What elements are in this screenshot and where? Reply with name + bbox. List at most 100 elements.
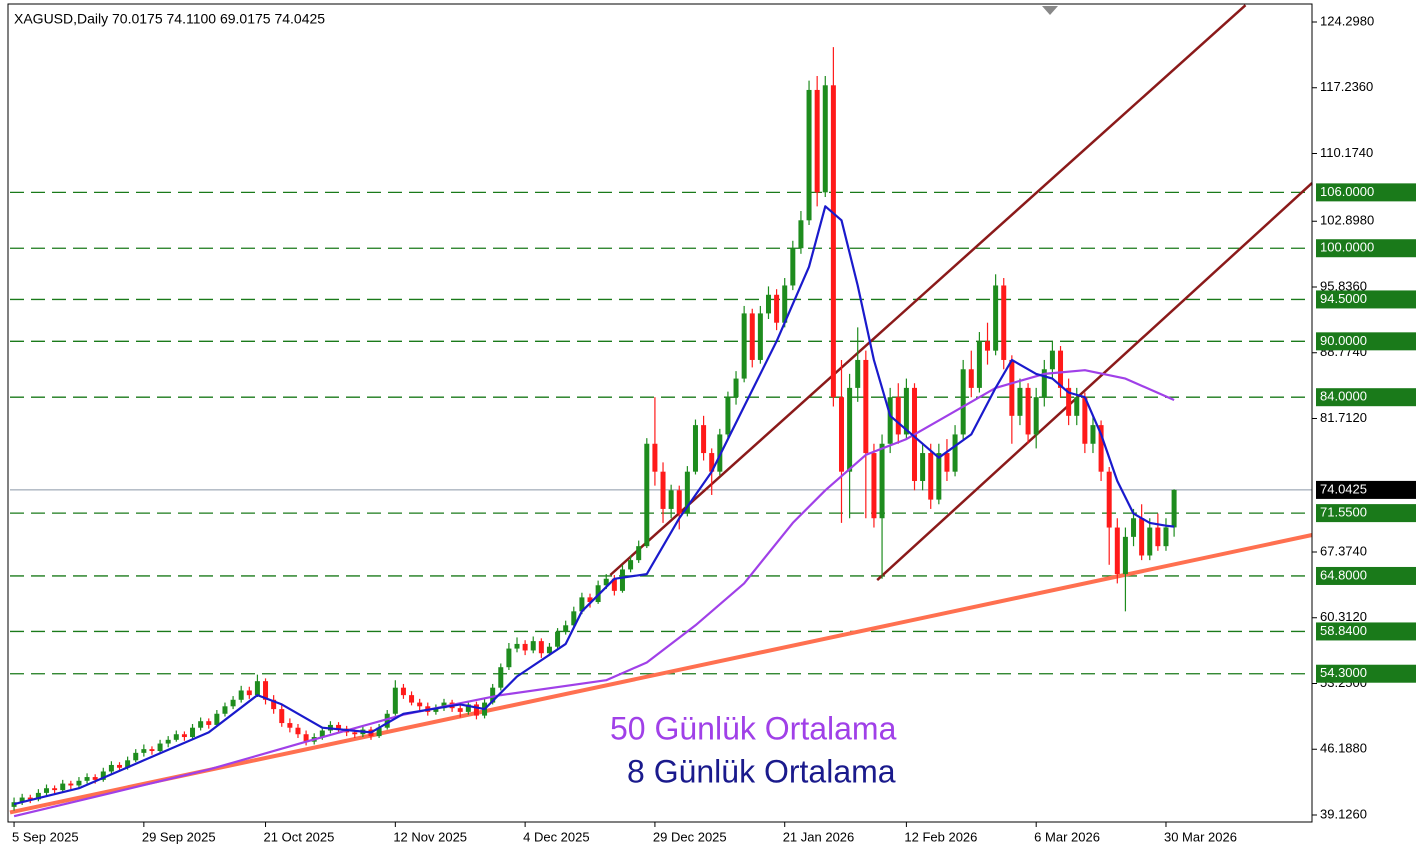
ma8-note: 8 Günlük Ortalama [627, 753, 896, 789]
level-label: 58.8400 [1320, 623, 1367, 638]
candle-body [1058, 350, 1064, 388]
candle-body [352, 732, 358, 735]
candle-body [1041, 369, 1047, 398]
candle-body [579, 597, 585, 612]
candle-body [741, 313, 747, 379]
candle-body [303, 734, 309, 742]
candle-body [295, 727, 301, 735]
candle-body [60, 783, 66, 791]
last-price-label: 74.0425 [1320, 481, 1367, 496]
x-tick-label: 29 Sep 2025 [142, 829, 216, 844]
candle-body [263, 681, 269, 700]
y-tick-label: 39.1260 [1320, 806, 1367, 821]
candle-body [684, 471, 690, 514]
level-label: 71.5500 [1320, 505, 1367, 520]
candle-body [417, 702, 423, 707]
candle-body [1131, 518, 1137, 537]
candle-body [1114, 527, 1120, 575]
candle-body [11, 802, 17, 807]
candle-body [222, 706, 228, 714]
candle-body [1066, 387, 1072, 416]
x-tick-label: 29 Dec 2025 [653, 829, 727, 844]
level-label: 90.0000 [1320, 333, 1367, 348]
candle-body [587, 597, 593, 603]
candle-body [668, 490, 674, 509]
candle-body [506, 648, 512, 668]
candle-body [571, 611, 577, 626]
moving-average [13, 205, 1175, 806]
candle-body [782, 285, 788, 323]
candle-body [701, 425, 707, 454]
level-label-box [1316, 239, 1416, 258]
candle-body [173, 734, 179, 740]
y-tick-label: 102.8980 [1320, 213, 1374, 228]
candle-body [806, 89, 812, 221]
y-tick-label: 60.3120 [1320, 609, 1367, 624]
candle-body [538, 641, 544, 654]
ma50-note: 50 Günlük Ortalama [610, 710, 897, 746]
candle-body [84, 777, 90, 781]
candle-body [944, 453, 950, 472]
x-tick-label: 5 Sep 2025 [12, 829, 79, 844]
candle-body [1147, 527, 1153, 556]
candle-body [514, 643, 520, 649]
x-tick-label: 6 Mar 2026 [1034, 829, 1100, 844]
plot-frame [7, 3, 1313, 823]
candle-body [1082, 397, 1088, 444]
candle-body [555, 631, 561, 647]
candle-body [611, 578, 617, 591]
candle-body [457, 708, 463, 712]
candle-body [44, 788, 50, 793]
candle-body [409, 695, 415, 703]
candle-body [52, 788, 58, 791]
level-label: 64.8000 [1320, 567, 1367, 582]
y-tick-label: 95.8360 [1320, 278, 1367, 293]
candle-body [319, 730, 325, 738]
x-tick-label: 4 Dec 2025 [523, 829, 590, 844]
candle-body [652, 443, 658, 472]
candle-body [473, 704, 479, 716]
candle-body [603, 578, 609, 586]
candle-body [887, 397, 893, 444]
candle-body [976, 341, 982, 388]
level-label-box [1316, 622, 1416, 641]
candle-body [27, 797, 33, 800]
x-tick-label: 12 Nov 2025 [393, 829, 467, 844]
candle-body [757, 313, 763, 360]
candle-body [530, 641, 536, 651]
x-tick-label: 30 Mar 2026 [1164, 829, 1237, 844]
candle-body [100, 771, 106, 780]
candle-body [628, 560, 634, 570]
candle-body [1122, 536, 1128, 575]
candle-body [636, 546, 642, 561]
candle-body [838, 397, 844, 472]
trend-line [9, 533, 1313, 815]
candle-body [522, 643, 528, 651]
level-label-box [1316, 290, 1416, 309]
candle-body [125, 760, 131, 768]
candle-body [198, 721, 204, 728]
candle-body [133, 752, 139, 761]
candle-body [920, 453, 926, 481]
candle-body [1139, 518, 1145, 556]
candle-body [1098, 425, 1104, 472]
candle-body [149, 749, 155, 751]
y-tick-label: 124.2980 [1320, 13, 1374, 28]
candle-body [271, 699, 277, 710]
candle-body [733, 378, 739, 398]
candle-body [1163, 527, 1169, 547]
candle-body [1025, 387, 1031, 435]
candle-body [68, 783, 74, 786]
candle-body [392, 687, 398, 714]
candle-body [376, 727, 382, 737]
candle-body [287, 723, 293, 728]
candle-body [814, 89, 820, 193]
candle-body [35, 792, 41, 800]
candle-body [441, 702, 447, 709]
candle-body [1074, 397, 1080, 416]
candle-body [190, 727, 196, 738]
candle-body [1090, 425, 1096, 444]
candle-body [871, 453, 877, 519]
